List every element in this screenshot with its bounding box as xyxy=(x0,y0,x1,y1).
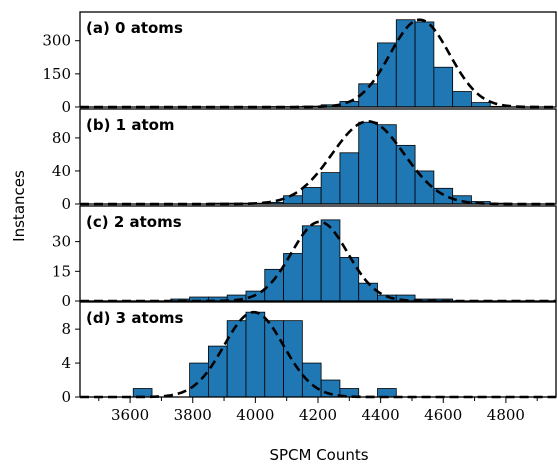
y-axis-title: Instances xyxy=(10,170,28,242)
histogram-bar xyxy=(395,19,416,108)
y-tick-label: 0 xyxy=(61,388,71,406)
panel-1: 0 40 80 (b) 1 atom xyxy=(52,108,557,213)
panel-label: (d) 3 atoms xyxy=(86,309,184,327)
histogram-bar xyxy=(320,172,341,205)
histogram-bar xyxy=(471,102,491,108)
histogram-bar xyxy=(301,225,322,302)
x-axis: 3600 3800 4000 4200 4400 4600 4800 xyxy=(98,397,538,424)
x-tick-label: 3800 xyxy=(174,406,212,424)
histogram-bar xyxy=(414,21,435,108)
panel-label: (b) 1 atom xyxy=(86,116,175,134)
y-tick-label: 80 xyxy=(52,129,71,147)
panel-frame xyxy=(79,205,557,302)
panel-2: 0 15 30 (c) 2 atoms xyxy=(52,205,557,310)
y-tick-label: 0 xyxy=(61,195,71,213)
y-tick-label: 40 xyxy=(52,162,71,180)
panel-label: (c) 2 atoms xyxy=(86,213,182,231)
histogram-bar xyxy=(358,121,378,205)
histogram-bar xyxy=(264,268,284,302)
y-tick-label: 4 xyxy=(61,354,71,372)
histogram-bar xyxy=(283,195,303,205)
x-tick-label: 4800 xyxy=(487,406,525,424)
y-tick-label: 0 xyxy=(61,98,71,116)
gaussian-fit-line xyxy=(80,120,556,206)
x-axis-title: SPCM Counts xyxy=(269,446,368,464)
histogram-bar xyxy=(283,253,303,302)
histogram-bar xyxy=(301,362,322,398)
x-tick-label: 4600 xyxy=(424,406,462,424)
histogram-bar xyxy=(358,282,378,302)
panel-label: (a) 0 atoms xyxy=(86,19,183,37)
histogram-bar xyxy=(377,124,397,205)
y-tick-label: 15 xyxy=(52,262,71,280)
x-tick-label: 4000 xyxy=(236,406,274,424)
x-tick-label: 3600 xyxy=(111,406,149,424)
y-tick-label: 150 xyxy=(42,65,71,83)
x-tick-label: 4400 xyxy=(362,406,400,424)
y-tick-label: 300 xyxy=(42,32,71,50)
panel-0: 0 150 300 (a) 0 atoms xyxy=(42,11,557,116)
histogram-bar xyxy=(226,320,247,398)
histogram-bar xyxy=(301,187,322,205)
histogram-bar xyxy=(245,311,266,398)
panel-3: 0 4 8 (d) 3 atoms xyxy=(61,301,557,406)
gaussian-fit-line xyxy=(80,310,556,399)
histogram-bar xyxy=(283,320,303,398)
y-tick-label: 30 xyxy=(52,233,71,251)
panel-frame xyxy=(79,11,557,108)
x-tick-label: 4200 xyxy=(299,406,337,424)
histogram-bar xyxy=(320,219,341,302)
histogram-bar xyxy=(339,257,360,302)
histogram-bar xyxy=(452,91,472,108)
y-tick-label: 8 xyxy=(61,320,71,338)
histogram-bar xyxy=(189,362,209,398)
histogram-bar xyxy=(433,66,454,108)
histogram-bar xyxy=(377,42,397,108)
histogram-bar xyxy=(339,152,360,205)
panel-frame xyxy=(79,108,557,205)
y-tick-label: 0 xyxy=(61,292,71,310)
